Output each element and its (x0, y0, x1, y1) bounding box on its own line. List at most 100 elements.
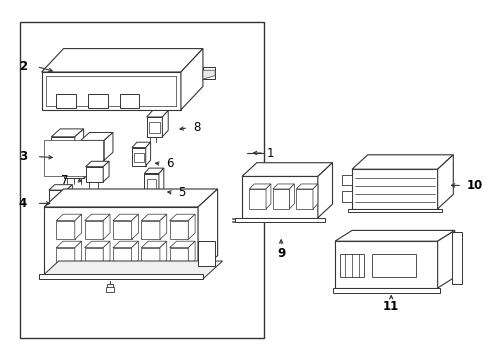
Polygon shape (75, 129, 83, 157)
Polygon shape (332, 288, 439, 293)
Polygon shape (160, 241, 166, 266)
Polygon shape (85, 167, 103, 182)
Polygon shape (203, 70, 215, 79)
Polygon shape (144, 168, 163, 174)
Polygon shape (51, 129, 83, 137)
Polygon shape (169, 248, 188, 266)
Polygon shape (56, 241, 81, 248)
Polygon shape (342, 191, 351, 202)
Polygon shape (169, 221, 188, 239)
Bar (146, 179, 156, 190)
Polygon shape (437, 155, 452, 209)
Polygon shape (347, 209, 441, 212)
Polygon shape (242, 176, 317, 218)
Polygon shape (451, 232, 461, 284)
Bar (371, 254, 415, 277)
Polygon shape (160, 214, 166, 239)
Polygon shape (85, 161, 109, 167)
Polygon shape (249, 184, 270, 189)
Polygon shape (265, 184, 270, 209)
Polygon shape (113, 248, 131, 266)
Polygon shape (41, 49, 203, 72)
Text: 3: 3 (19, 150, 27, 163)
Polygon shape (75, 241, 81, 266)
Bar (120, 94, 139, 108)
Polygon shape (56, 214, 81, 221)
Polygon shape (342, 175, 351, 185)
Polygon shape (334, 230, 454, 241)
Polygon shape (51, 137, 75, 157)
Polygon shape (146, 117, 162, 137)
Bar (105, 287, 114, 292)
Polygon shape (144, 174, 159, 195)
Bar (88, 94, 107, 108)
Polygon shape (84, 248, 103, 266)
Text: 7: 7 (61, 174, 68, 186)
Polygon shape (188, 241, 195, 266)
Polygon shape (198, 241, 215, 266)
Polygon shape (169, 214, 195, 221)
Text: 11: 11 (382, 300, 399, 312)
Polygon shape (242, 163, 332, 176)
Polygon shape (312, 184, 317, 209)
Bar (20, 22, 264, 338)
Polygon shape (203, 67, 215, 79)
Polygon shape (75, 214, 81, 239)
Polygon shape (56, 248, 75, 266)
Polygon shape (131, 241, 138, 266)
Polygon shape (63, 162, 84, 178)
Polygon shape (234, 218, 325, 222)
Polygon shape (141, 214, 166, 221)
Polygon shape (113, 241, 138, 248)
Polygon shape (272, 189, 289, 209)
Bar (339, 254, 364, 277)
Polygon shape (169, 241, 195, 248)
Polygon shape (351, 169, 437, 209)
Polygon shape (159, 168, 163, 195)
Polygon shape (289, 184, 294, 209)
Polygon shape (113, 221, 131, 239)
Polygon shape (104, 132, 113, 160)
Polygon shape (81, 132, 113, 140)
Polygon shape (103, 161, 109, 182)
Text: 4: 4 (19, 197, 27, 210)
Polygon shape (66, 185, 72, 205)
Polygon shape (44, 207, 198, 274)
Bar (44, 140, 102, 176)
Polygon shape (132, 142, 150, 148)
Bar (134, 153, 143, 162)
Polygon shape (145, 142, 150, 166)
Polygon shape (198, 189, 217, 274)
Polygon shape (188, 214, 195, 239)
Polygon shape (162, 111, 168, 137)
Polygon shape (103, 214, 110, 239)
Polygon shape (334, 241, 437, 288)
Polygon shape (351, 155, 452, 169)
Polygon shape (113, 214, 138, 221)
Text: 2: 2 (19, 60, 27, 73)
Polygon shape (132, 148, 145, 166)
Polygon shape (317, 163, 332, 218)
Polygon shape (44, 189, 217, 207)
Text: 6: 6 (166, 157, 173, 170)
Text: 8: 8 (193, 121, 200, 134)
Polygon shape (272, 184, 294, 189)
Polygon shape (39, 274, 203, 279)
Polygon shape (437, 230, 454, 288)
Polygon shape (103, 241, 110, 266)
Polygon shape (84, 214, 110, 221)
Bar (56, 94, 76, 108)
Polygon shape (49, 185, 72, 190)
Polygon shape (146, 111, 168, 117)
Polygon shape (131, 214, 138, 239)
Polygon shape (141, 221, 160, 239)
Polygon shape (41, 72, 181, 110)
Polygon shape (296, 184, 317, 189)
Text: 1: 1 (266, 147, 273, 159)
Polygon shape (56, 221, 75, 239)
Polygon shape (296, 189, 312, 209)
Polygon shape (84, 221, 103, 239)
Polygon shape (141, 241, 166, 248)
Polygon shape (181, 49, 203, 110)
Text: 5: 5 (178, 186, 185, 199)
